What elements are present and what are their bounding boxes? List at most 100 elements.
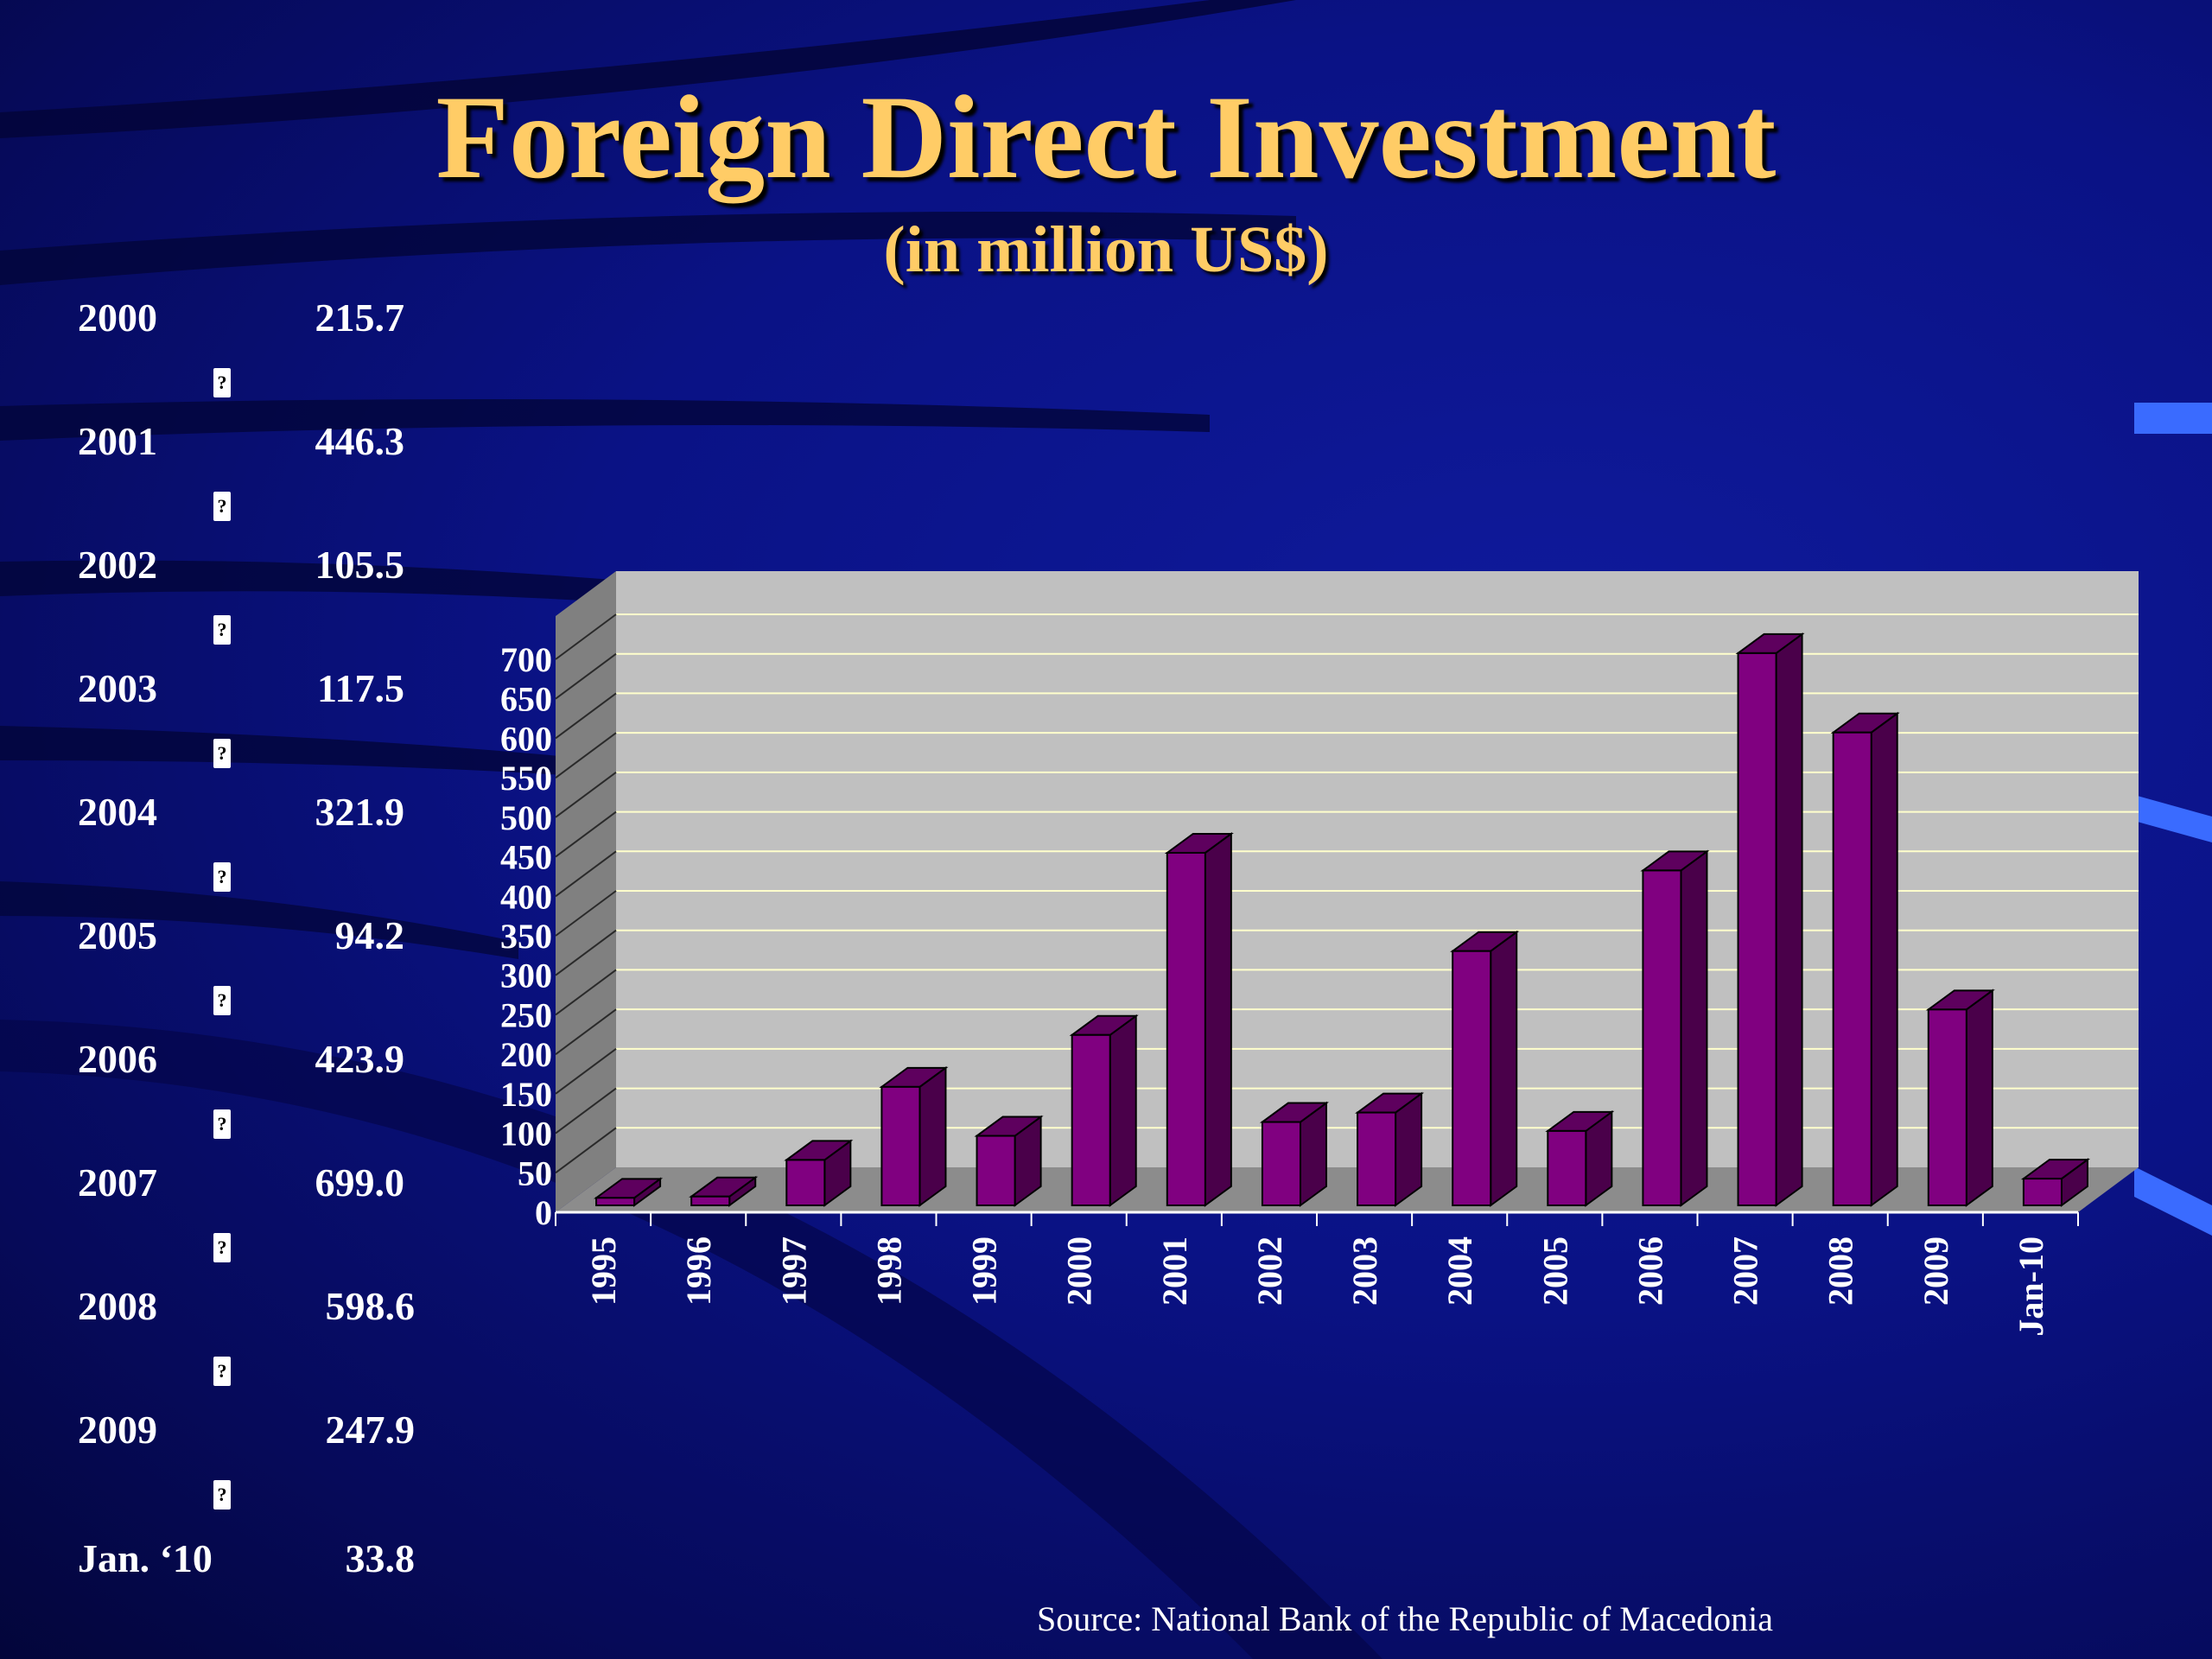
bar [1452,950,1492,1206]
missing-glyph-icon: ? [213,862,231,892]
bar [1737,652,1777,1206]
side-value: 105.5 [315,543,405,587]
x-tick-label: 2005 [1535,1236,1574,1306]
gridline-side [555,1008,617,1055]
slide-title: Foreign Direct Investment [435,71,1777,203]
y-tick-label: 600 [500,719,552,758]
gridline-side [555,929,617,976]
side-value: 94.2 [334,913,405,957]
gridline-side [555,772,617,818]
x-tick-label: 2003 [1345,1236,1384,1306]
bar [785,1159,826,1207]
x-tick-label: 2002 [1250,1236,1289,1306]
bar [1642,869,1682,1206]
bar-side [1109,1014,1137,1207]
side-value: 215.7 [315,296,405,340]
x-tick-label: 1999 [965,1236,1004,1306]
y-tick-label: 100 [500,1115,552,1154]
side-value: 247.9 [325,1408,416,1452]
y-tick-label: 0 [535,1193,552,1232]
x-tick-label: 1995 [584,1236,623,1306]
gridline-side [555,850,617,898]
missing-glyph-icon: ? [213,986,231,1015]
gridline-side [555,969,617,1016]
x-tick-label: 2009 [1916,1236,1955,1306]
bar [1927,1008,1967,1206]
bar [1357,1111,1397,1206]
missing-glyph-icon: ? [213,1357,231,1386]
side-year-label: 2008 [78,1284,157,1328]
side-year-label: 2001 [78,419,157,463]
missing-glyph-icon: ? [213,739,231,768]
bar-side [1965,988,1993,1207]
side-year-label: 2000 [78,296,157,340]
bar-side [1775,632,1803,1207]
side-year-label: 2005 [78,913,157,957]
side-value: 699.0 [315,1160,405,1205]
x-tick-label: 1998 [869,1236,908,1306]
gridline-side [555,652,617,700]
side-value: 446.3 [315,419,405,463]
gridline-side [555,1087,617,1135]
side-value: 117.5 [317,666,404,710]
bar-side [918,1065,947,1207]
missing-glyph-icon: ? [213,368,231,397]
x-tick-label: 2006 [1630,1236,1669,1306]
bar [2022,1178,2063,1207]
bar-side [1490,930,1518,1207]
bar [1547,1129,1587,1206]
y-tick-label: 200 [500,1035,552,1074]
source-note: Source: National Bank of the Republic of… [1037,1599,1773,1638]
x-tick-label: 2000 [1060,1236,1099,1306]
y-tick-label: 500 [500,798,552,837]
missing-glyph-icon: ? [213,1109,231,1139]
x-tick-label: 2001 [1155,1236,1194,1306]
missing-glyph-icon: ? [213,492,231,521]
bar [1832,731,1872,1206]
plot-side-wall [556,571,616,1212]
gridline-side [555,1048,617,1095]
y-tick-label: 550 [500,759,552,798]
bar [690,1195,731,1207]
x-tick-label: 2004 [1440,1236,1479,1306]
bar [976,1135,1016,1206]
side-year-label: 2009 [78,1408,157,1452]
bar [880,1085,921,1207]
x-tick-label: Jan-10 [2012,1236,2050,1337]
bar [1261,1121,1301,1206]
x-tick-label: 2008 [1821,1236,1860,1306]
y-tick-label: 150 [500,1075,552,1114]
side-year-label: 2006 [78,1037,157,1081]
y-tick-label: 250 [500,995,552,1034]
y-tick-label: 50 [518,1154,552,1192]
y-tick-label: 700 [500,640,552,679]
bar [595,1197,636,1207]
gridline-side [555,890,617,937]
y-tick-label: 400 [500,877,552,916]
gridline-side [555,692,617,740]
y-tick-label: 350 [500,917,552,956]
fdi-side-table: 2000 215.7 ? 2001 446.3 ? 2002 105.5 ? 2… [0,0,432,1659]
side-year-label: 2007 [78,1160,157,1205]
plot-back-wall [616,571,2139,1167]
x-tick-label: 1997 [774,1236,813,1306]
bar-side [1680,849,1708,1207]
bar [1166,851,1206,1206]
bar [1071,1033,1111,1206]
y-tick-label: 300 [500,957,552,995]
side-year-label: Jan. ‘10 [78,1536,213,1580]
side-value: 423.9 [315,1037,405,1081]
x-tick-label: 1996 [679,1236,718,1306]
side-year-label: 2003 [78,666,157,710]
bar-side [1870,711,1898,1207]
missing-glyph-icon: ? [213,1480,231,1510]
side-year-label: 2002 [78,543,157,587]
missing-glyph-icon: ? [213,615,231,645]
y-tick-label: 650 [500,680,552,719]
y-tick-label: 450 [500,838,552,877]
slide-subtitle: (in million US$) [883,213,1329,286]
gridline-side [555,613,617,660]
side-value: 321.9 [315,790,405,834]
side-year-label: 2004 [78,790,157,834]
